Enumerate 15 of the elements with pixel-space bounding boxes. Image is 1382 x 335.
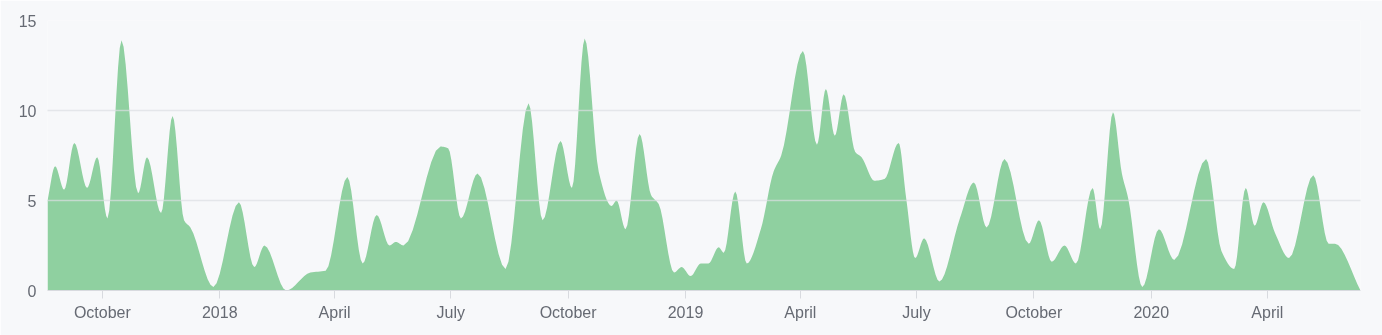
x-tick-label: October (1005, 303, 1063, 321)
x-tick-label: 2018 (201, 303, 238, 321)
x-tick-label: October (73, 303, 132, 321)
x-tick-label: October (539, 303, 598, 321)
y-tick-label: 5 (27, 192, 37, 210)
x-tick-label: 2020 (1133, 303, 1170, 321)
y-tick-label: 15 (18, 12, 37, 30)
y-tick-label: 10 (18, 102, 37, 120)
x-tick-label: April (318, 303, 351, 321)
x-tick-label: April (1251, 303, 1284, 321)
x-tick-label: July (902, 303, 931, 321)
y-tick-label: 0 (27, 282, 37, 300)
x-tick-label: July (436, 303, 465, 321)
x-tick-label: April (784, 303, 817, 321)
x-tick-label: 2019 (667, 303, 704, 321)
